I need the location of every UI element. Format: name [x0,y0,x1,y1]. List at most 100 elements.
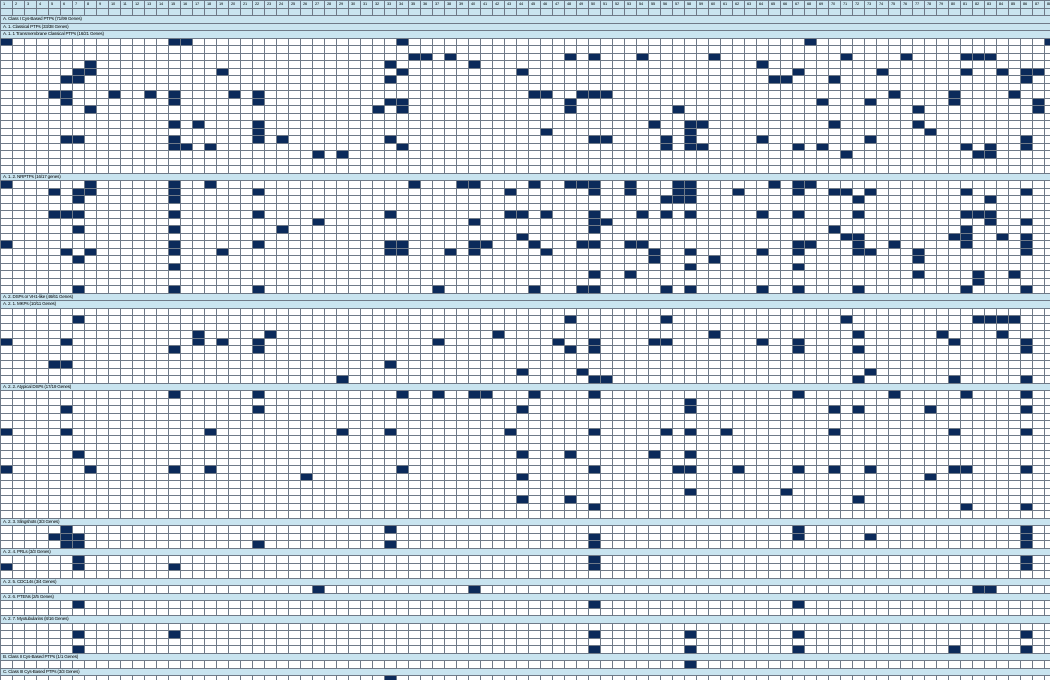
cell [349,158,361,166]
cell [769,203,781,211]
cell [409,166,421,174]
cell [505,368,517,376]
cell [889,61,901,69]
cell [361,226,373,234]
cell [601,226,613,234]
cell [289,83,301,91]
cell [445,361,457,369]
cell [109,376,121,384]
cell [421,376,433,384]
cell [289,361,301,369]
cell [793,346,805,354]
cell [1,91,13,99]
cell [649,226,661,234]
cell [109,271,121,279]
cell [1009,346,1021,354]
cell [1009,368,1021,376]
cell [433,98,445,106]
cell [241,38,253,46]
cell [97,361,109,369]
cell [757,188,769,196]
cell [637,68,649,76]
cell [685,166,697,174]
cell [901,98,913,106]
cell [937,323,949,331]
cell [253,68,265,76]
cell [997,406,1009,414]
cell [241,316,253,324]
cell [829,181,841,189]
cell [325,361,337,369]
cell [985,113,997,121]
cell [265,218,277,226]
cell [157,308,169,316]
cell [229,421,241,429]
col-number: 65 [769,1,781,9]
cell [817,233,829,241]
cell [949,368,961,376]
cell [289,338,301,346]
cell [397,166,409,174]
cell [901,203,913,211]
cell [601,308,613,316]
cell [685,331,697,339]
cell [757,421,769,429]
cell [1045,151,1050,159]
cell [733,376,745,384]
cell [613,331,625,339]
cell [805,158,817,166]
cell [277,166,289,174]
cell [721,61,733,69]
cell [133,323,145,331]
cell [1045,203,1050,211]
cell [685,158,697,166]
cell [265,338,277,346]
cell [301,376,313,384]
cell [817,143,829,151]
cell [157,391,169,399]
col-number: 61 [721,1,733,9]
cell [145,38,157,46]
cell [493,233,505,241]
cell [853,338,865,346]
cell [793,91,805,99]
cell [949,181,961,189]
cell [805,353,817,361]
cell [61,308,73,316]
cell [697,263,709,271]
cell [325,278,337,286]
cell [277,278,289,286]
cell [481,256,493,264]
cell [181,218,193,226]
cell [565,316,577,324]
cell [625,181,637,189]
cell [193,361,205,369]
cell [85,361,97,369]
cell [793,46,805,54]
cell [961,166,973,174]
cell [397,286,409,294]
cell [913,361,925,369]
cell [97,226,109,234]
cell [193,218,205,226]
cell [1033,98,1045,106]
cell [25,406,37,414]
cell [901,38,913,46]
cell [697,398,709,406]
cell [169,241,181,249]
cell [385,91,397,99]
cell [373,68,385,76]
cell [817,83,829,91]
cell [637,271,649,279]
cell [553,316,565,324]
cell [217,136,229,144]
cell [13,226,25,234]
cell [1021,128,1033,136]
cell [649,263,661,271]
cell [625,128,637,136]
cell [277,308,289,316]
cell [457,338,469,346]
cell [325,98,337,106]
cell [805,143,817,151]
cell [853,181,865,189]
